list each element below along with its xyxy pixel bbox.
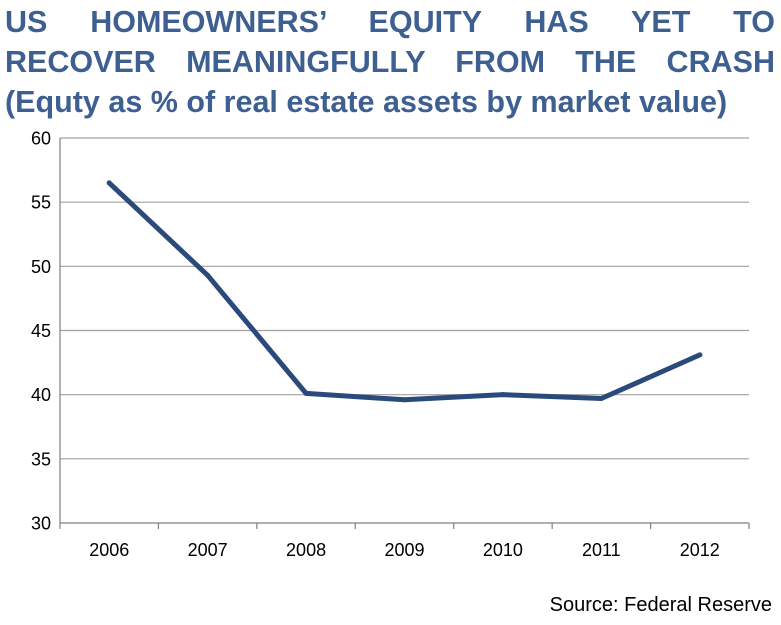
chart-title-line-2: RECOVER MEANINGFULLY FROM THE CRASH: [5, 45, 775, 79]
data-point-2006: [106, 180, 112, 186]
gridlines: [60, 137, 749, 460]
chart-subtitle: (Equty as % of real estate assets by mar…: [5, 85, 728, 119]
chart-title-line-1: US HOMEOWNERS’ EQUITY HAS YET TO: [5, 5, 775, 39]
y-tick-label: 30: [31, 514, 51, 534]
data-point-2012: [697, 352, 703, 358]
series-line-0: [106, 180, 703, 403]
series: [106, 180, 703, 403]
x-tick-label: 2011: [582, 540, 621, 560]
axes: [59, 138, 750, 529]
x-tick-label: 2006: [89, 540, 129, 560]
x-tick-label: 2008: [286, 540, 326, 560]
y-tick-label: 55: [31, 193, 51, 213]
y-tick-labels: 30 35 40 45 50 55 60: [31, 129, 51, 534]
x-tick-label: 2009: [384, 540, 424, 560]
y-tick-label: 35: [31, 449, 51, 469]
x-tick-label: 2007: [188, 540, 228, 560]
y-tick-label: 40: [31, 385, 51, 405]
y-tick-label: 50: [31, 257, 51, 277]
data-point-2010: [500, 392, 506, 398]
x-tick-labels: 2006 2007 2008 2009 2010 2011 2012: [89, 540, 720, 560]
x-tick-label: 2012: [680, 540, 720, 560]
data-point-2009: [402, 397, 407, 403]
data-point-2008: [303, 390, 309, 396]
chart-title-block: US HOMEOWNERS’ EQUITY HAS YET TO RECOVER…: [5, 2, 775, 122]
data-point-2011: [598, 396, 604, 402]
data-point-2007: [205, 272, 211, 278]
y-tick-label: 60: [31, 129, 51, 149]
source-note: Source: Federal Reserve: [549, 594, 772, 616]
y-tick-label: 45: [31, 321, 51, 341]
x-tick-label: 2010: [483, 540, 523, 560]
